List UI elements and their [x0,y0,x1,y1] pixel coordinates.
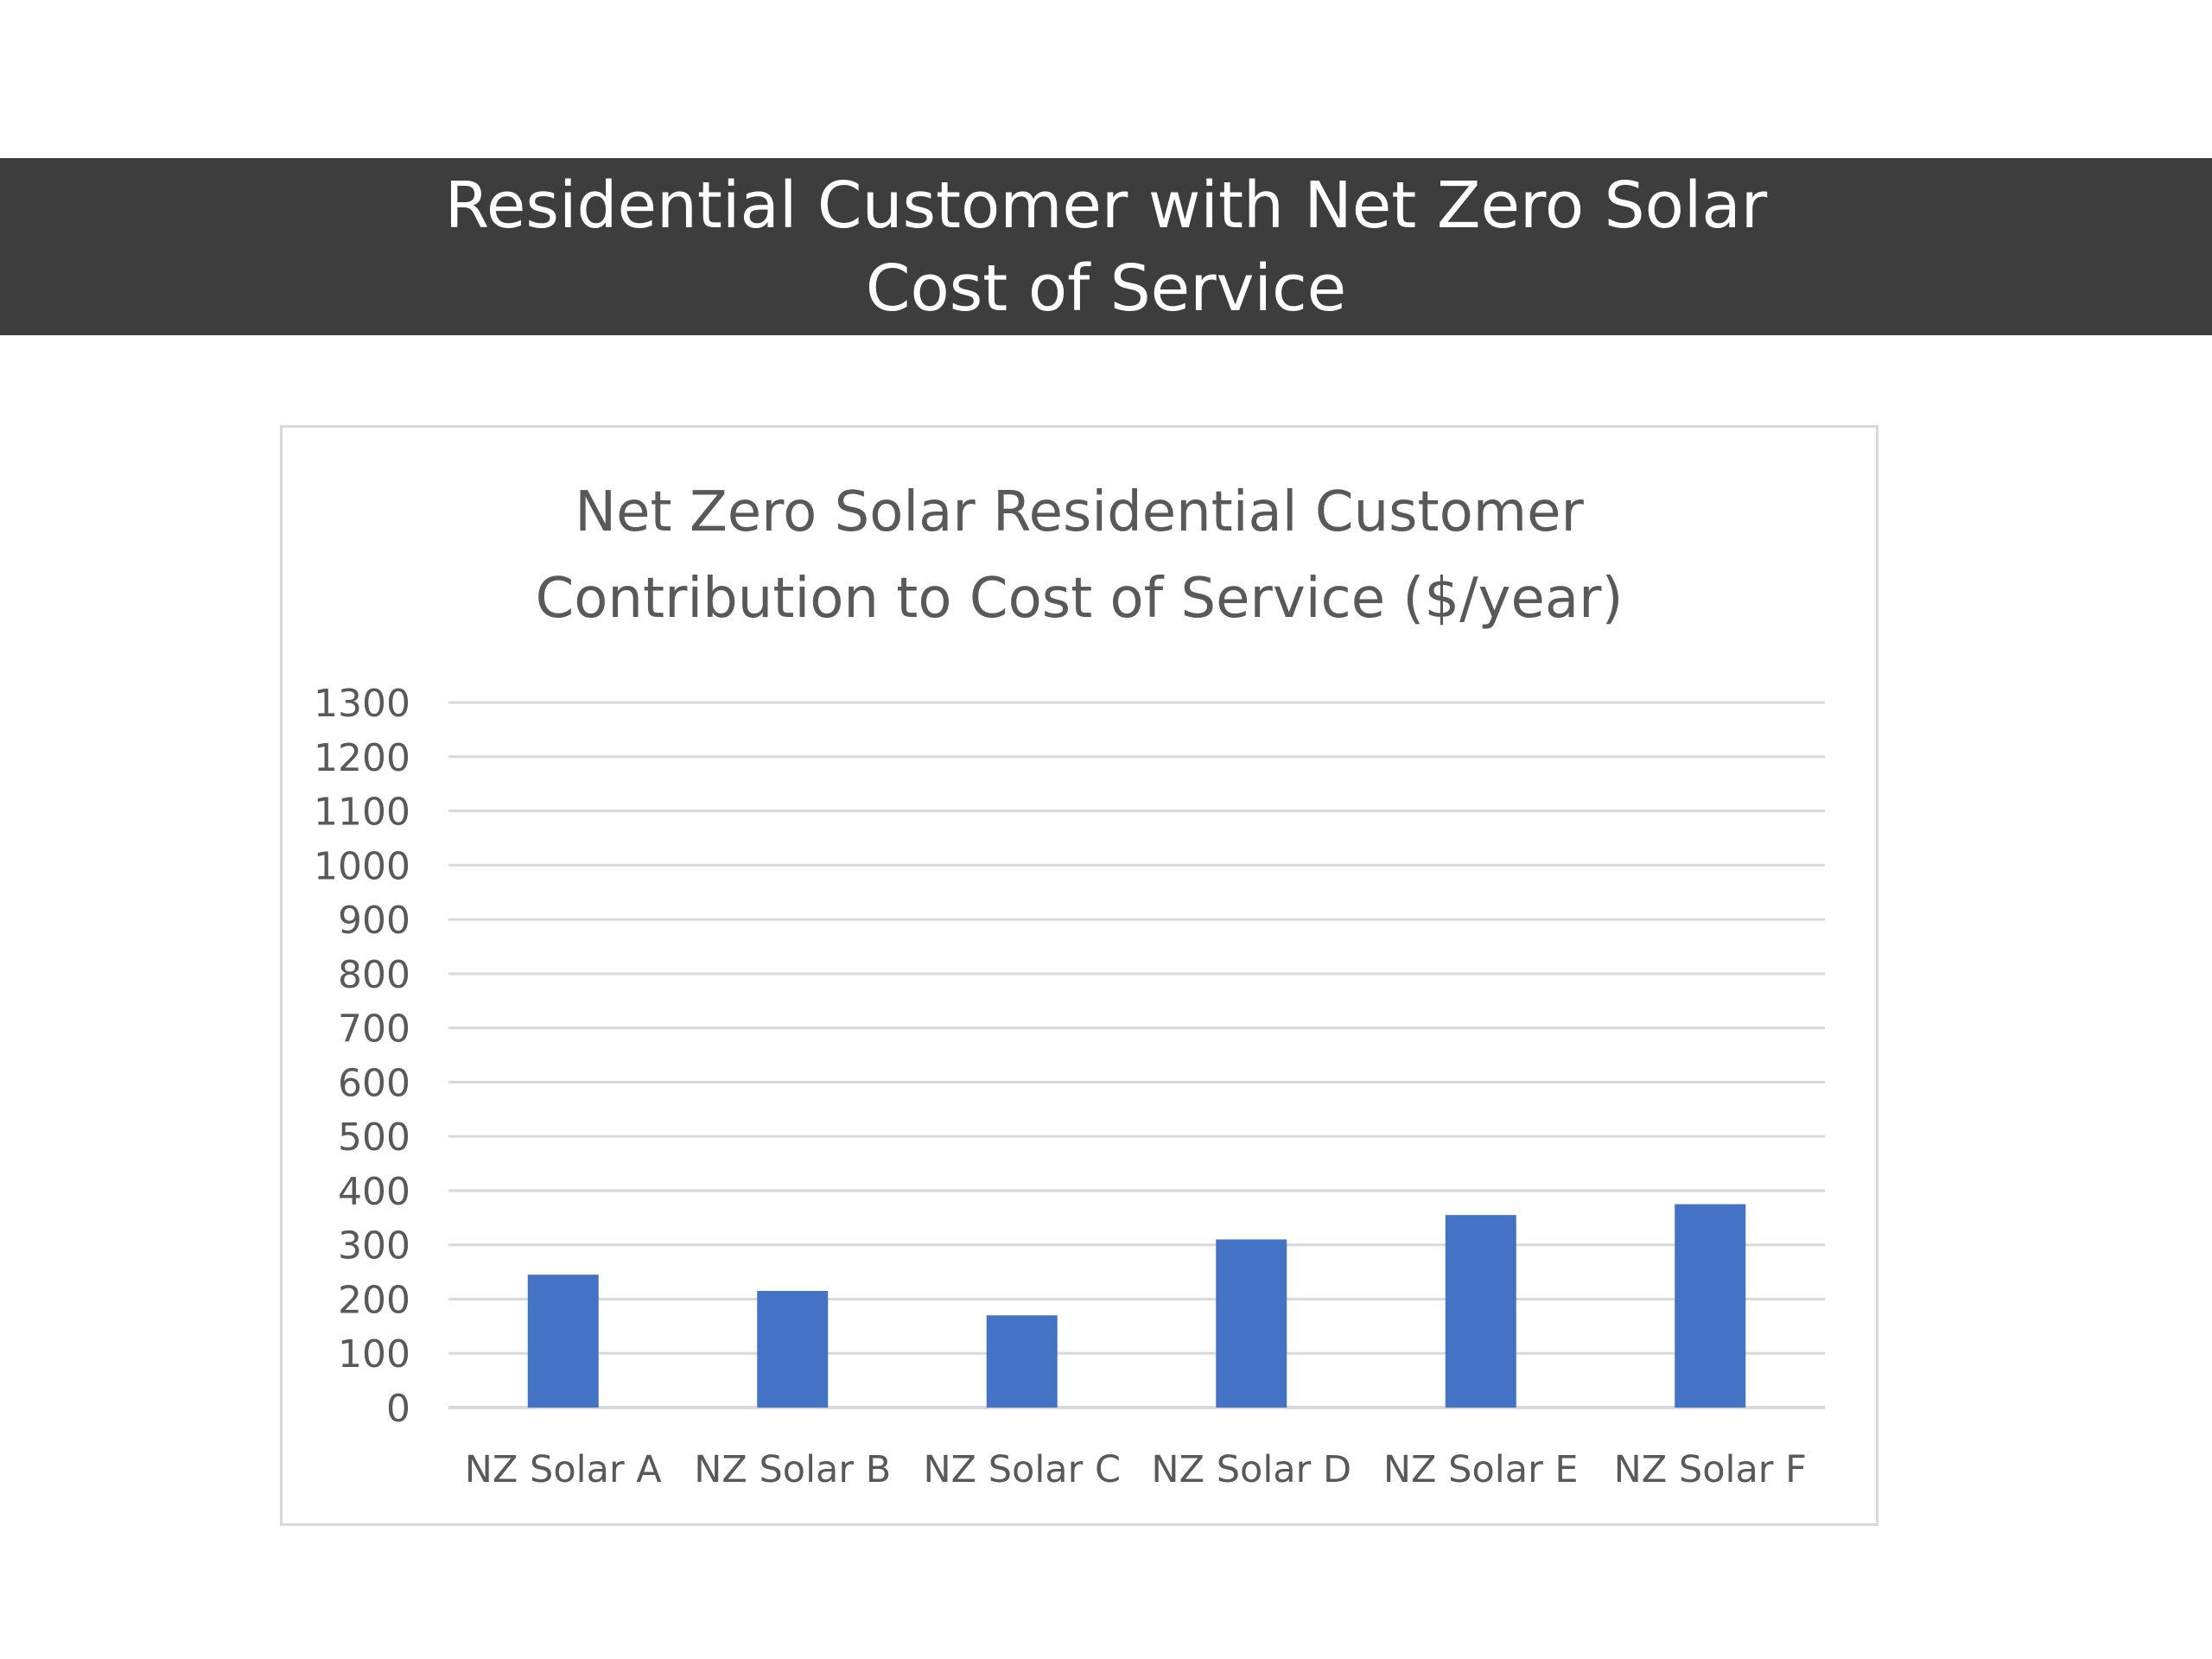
y-tick-label: 900 [338,899,410,943]
y-tick-label: 200 [338,1278,410,1322]
y-tick-label: 0 [386,1387,410,1431]
y-tick-label: 400 [338,1170,410,1214]
y-tick-label: 1000 [314,844,410,888]
y-tick-label: 500 [338,1116,410,1160]
bar [757,1291,829,1408]
bar [527,1274,599,1408]
chart-title: Net Zero Solar Residential Customer Cont… [283,469,1876,642]
chart-container: Net Zero Solar Residential Customer Cont… [280,425,1878,1526]
x-tick-label: NZ Solar D [1151,1448,1351,1491]
x-tick-label: NZ Solar B [694,1448,891,1491]
slide-title-line-2: Cost of Service [865,251,1347,326]
bar [1675,1204,1746,1408]
x-tick-label: NZ Solar E [1383,1448,1579,1491]
y-tick-label: 700 [338,1007,410,1052]
bar [1216,1239,1287,1408]
y-tick-label: 100 [338,1332,410,1376]
bar [1445,1215,1516,1408]
y-tick-label: 600 [338,1061,410,1105]
x-tick-label: NZ Solar A [465,1448,663,1491]
chart-title-line-2: Contribution to Cost of Service ($/year) [535,567,1624,631]
chart-title-line-1: Net Zero Solar Residential Customer [575,480,1584,544]
x-tick-label: NZ Solar F [1614,1448,1807,1491]
slide-title-line-1: Residential Customer with Net Zero Solar [444,168,1768,243]
y-tick-label: 800 [338,953,410,997]
y-tick-label: 1200 [314,736,410,780]
bar [986,1315,1058,1408]
slide-title-banner: Residential Customer with Net Zero Solar… [0,158,2212,335]
bar-chart-plot: 0 100 200 300 400 500 600 700 800 900 1000 1100 1200… [314,682,1825,1491]
x-tick-label: NZ Solar C [923,1448,1121,1491]
y-tick-label: 1100 [314,791,410,835]
y-tick-label: 1300 [314,682,410,726]
y-tick-label: 300 [338,1224,410,1268]
